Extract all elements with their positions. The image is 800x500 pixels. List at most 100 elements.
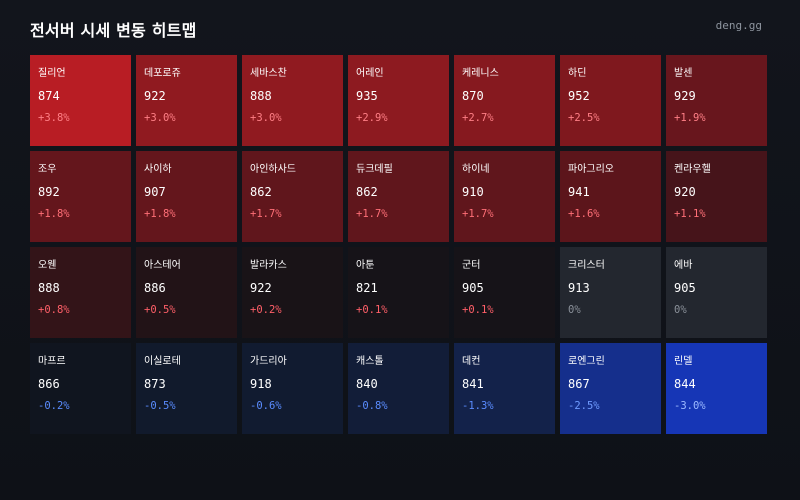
- server-tile[interactable]: 사이하 907 +1.8%: [136, 151, 237, 242]
- server-tile[interactable]: 켄라우헬 920 +1.1%: [666, 151, 767, 242]
- server-name: 하이네: [462, 164, 490, 175]
- server-tile[interactable]: 어레인 935 +2.9%: [348, 55, 449, 146]
- server-price: 874: [38, 89, 60, 103]
- server-tile[interactable]: 가드리아 918 -0.6%: [242, 343, 343, 434]
- server-price: 905: [462, 281, 484, 295]
- server-tile[interactable]: 데포로쥬 922 +3.0%: [136, 55, 237, 146]
- server-name: 발라카스: [250, 260, 287, 271]
- server-tile[interactable]: 캐스톨 840 -0.8%: [348, 343, 449, 434]
- price-change: +1.6%: [568, 208, 600, 220]
- price-change: 0%: [674, 304, 687, 316]
- price-change: +1.1%: [674, 208, 706, 220]
- server-name: 사이하: [144, 164, 172, 175]
- price-change: -2.5%: [568, 400, 600, 412]
- server-price: 892: [38, 185, 60, 199]
- server-name: 오웬: [38, 260, 57, 271]
- server-tile[interactable]: 아스테어 886 +0.5%: [136, 247, 237, 338]
- server-tile[interactable]: 세바스찬 888 +3.0%: [242, 55, 343, 146]
- server-price: 886: [144, 281, 166, 295]
- server-tile[interactable]: 듀크데필 862 +1.7%: [348, 151, 449, 242]
- server-tile[interactable]: 에바 905 0%: [666, 247, 767, 338]
- server-price: 870: [462, 89, 484, 103]
- server-price: 941: [568, 185, 590, 199]
- server-name: 세바스찬: [250, 68, 287, 79]
- price-change: +1.7%: [250, 208, 282, 220]
- server-price: 905: [674, 281, 696, 295]
- price-change: +3.0%: [144, 112, 176, 124]
- price-change: +1.7%: [462, 208, 494, 220]
- price-change: +3.8%: [38, 112, 70, 124]
- server-price: 840: [356, 377, 378, 391]
- server-name: 군터: [462, 260, 481, 271]
- server-tile[interactable]: 아인하사드 862 +1.7%: [242, 151, 343, 242]
- server-name: 케레니스: [462, 68, 499, 79]
- server-name: 마프르: [38, 356, 66, 367]
- server-name: 크리스터: [568, 260, 605, 271]
- server-price: 922: [250, 281, 272, 295]
- server-name: 로엔그린: [568, 356, 605, 367]
- price-change: -0.2%: [38, 400, 70, 412]
- server-name: 발센: [674, 68, 693, 79]
- server-price: 821: [356, 281, 378, 295]
- server-tile[interactable]: 아툰 821 +0.1%: [348, 247, 449, 338]
- server-name: 어레인: [356, 68, 384, 79]
- server-name: 조우: [38, 164, 57, 175]
- price-change: -0.6%: [250, 400, 282, 412]
- price-change: +2.5%: [568, 112, 600, 124]
- price-change: +0.1%: [462, 304, 494, 316]
- price-change: -1.3%: [462, 400, 494, 412]
- server-price: 862: [250, 185, 272, 199]
- server-name: 이실로테: [144, 356, 181, 367]
- price-change: -0.5%: [144, 400, 176, 412]
- price-change: +1.8%: [144, 208, 176, 220]
- server-name: 린델: [674, 356, 693, 367]
- server-tile[interactable]: 발센 929 +1.9%: [666, 55, 767, 146]
- server-price: 952: [568, 89, 590, 103]
- server-tile[interactable]: 로엔그린 867 -2.5%: [560, 343, 661, 434]
- server-price: 910: [462, 185, 484, 199]
- price-change: +1.7%: [356, 208, 388, 220]
- server-name: 질리언: [38, 68, 66, 79]
- price-change: +2.7%: [462, 112, 494, 124]
- brand-label: deng.gg: [715, 19, 762, 32]
- server-tile[interactable]: 파아그리오 941 +1.6%: [560, 151, 661, 242]
- server-tile[interactable]: 데컨 841 -1.3%: [454, 343, 555, 434]
- price-change: +0.5%: [144, 304, 176, 316]
- server-name: 데포로쥬: [144, 68, 181, 79]
- server-tile[interactable]: 오웬 888 +0.8%: [30, 247, 131, 338]
- price-change: +2.9%: [356, 112, 388, 124]
- server-tile[interactable]: 린델 844 -3.0%: [666, 343, 767, 434]
- server-price: 907: [144, 185, 166, 199]
- heatmap-grid: 질리언 874 +3.8% 데포로쥬 922 +3.0% 세바스찬 888 +3.0% 어레인 93…: [30, 55, 768, 434]
- price-change: +0.8%: [38, 304, 70, 316]
- price-change: +0.2%: [250, 304, 282, 316]
- server-tile[interactable]: 군터 905 +0.1%: [454, 247, 555, 338]
- server-tile[interactable]: 조우 892 +1.8%: [30, 151, 131, 242]
- server-tile[interactable]: 케레니스 870 +2.7%: [454, 55, 555, 146]
- server-tile[interactable]: 하이네 910 +1.7%: [454, 151, 555, 242]
- server-tile[interactable]: 발라카스 922 +0.2%: [242, 247, 343, 338]
- server-tile[interactable]: 질리언 874 +3.8%: [30, 55, 131, 146]
- server-price: 888: [38, 281, 60, 295]
- server-name: 듀크데필: [356, 164, 393, 175]
- server-price: 867: [568, 377, 590, 391]
- page-title: 전서버 시세 변동 히트맵: [30, 21, 197, 40]
- server-price: 841: [462, 377, 484, 391]
- server-tile[interactable]: 하딘 952 +2.5%: [560, 55, 661, 146]
- server-price: 929: [674, 89, 696, 103]
- price-change: -3.0%: [674, 400, 706, 412]
- price-change: +3.0%: [250, 112, 282, 124]
- server-price: 844: [674, 377, 696, 391]
- price-change: 0%: [568, 304, 581, 316]
- server-tile[interactable]: 마프르 866 -0.2%: [30, 343, 131, 434]
- server-price: 913: [568, 281, 590, 295]
- server-price: 918: [250, 377, 272, 391]
- server-tile[interactable]: 이실로테 873 -0.5%: [136, 343, 237, 434]
- price-change: -0.8%: [356, 400, 388, 412]
- server-tile[interactable]: 크리스터 913 0%: [560, 247, 661, 338]
- server-name: 파아그리오: [568, 164, 614, 175]
- server-name: 아툰: [356, 260, 375, 271]
- server-price: 866: [38, 377, 60, 391]
- price-change: +1.8%: [38, 208, 70, 220]
